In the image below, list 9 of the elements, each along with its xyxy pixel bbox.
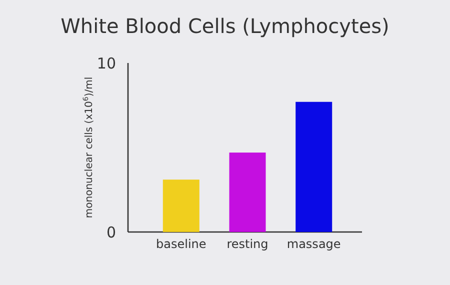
y-tick-label: 0 (106, 223, 116, 242)
bar (229, 152, 266, 232)
bar (296, 102, 332, 232)
x-tick-label: resting (226, 237, 268, 251)
bar (162, 180, 200, 232)
x-tick-label: baseline (156, 237, 206, 251)
x-tick-label: massage (286, 237, 341, 251)
y-tick-label: 10 (96, 54, 116, 72)
chart-title: White Blood Cells (Lymphocytes) (60, 14, 390, 38)
